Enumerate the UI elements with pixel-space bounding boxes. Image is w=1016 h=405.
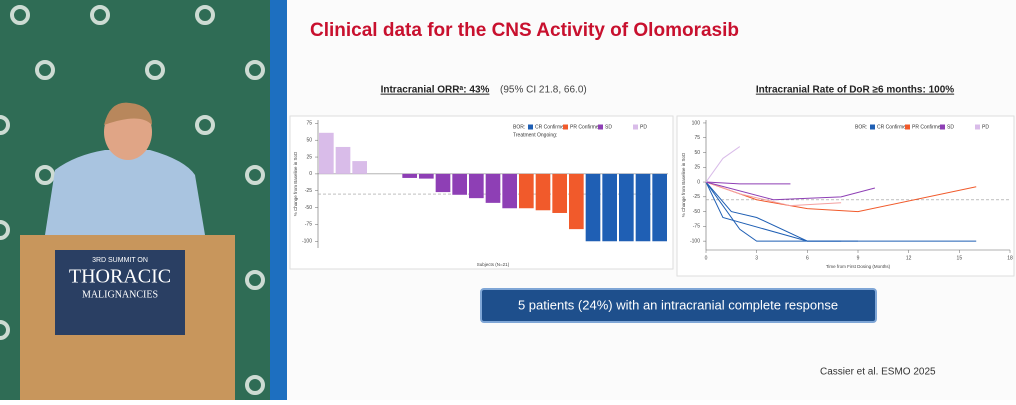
speaker-shirt [45,150,205,235]
series-line [705,181,842,207]
chart-title: Intracranial ORRᵃ: 43% [381,85,490,96]
citation: Cassier et al. ESMO 2025 [820,367,936,378]
bar [485,173,501,203]
divider-strip [270,0,287,400]
x-tick-label: 18 [1007,255,1013,261]
x-tick-label: 12 [906,255,912,261]
legend-label: SD [605,124,612,130]
bar [335,146,351,174]
legend-swatch [633,124,638,130]
bar [452,173,467,195]
y-axis-label: % Change from Baseline in SoD [293,151,298,216]
y-axis-label: % Change from Baseline in SoD [681,152,686,217]
y-tick-label: 50 [694,150,700,156]
y-tick-label: -75 [693,224,700,230]
y-tick-label: -25 [693,194,700,200]
podium-sign [55,250,185,335]
legend-label: PD [982,124,989,130]
bar [602,173,617,242]
legend-label: CR Confirmed [535,124,567,130]
y-tick-label: 100 [692,120,701,126]
bar [502,173,517,209]
callout-text: 5 patients (24%) with an intracranial co… [518,297,838,312]
bar [585,173,601,242]
chart-subtitle: (95% CI 21.8, 66.0) [500,85,587,96]
y-tick-label: 75 [306,121,312,127]
legend-label: SD [947,124,954,130]
legend-swatch [940,124,945,130]
x-tick-label: 6 [806,255,809,261]
bar [635,173,651,242]
x-tick-label: 3 [755,255,758,261]
y-tick-label: -100 [302,239,312,245]
bar [552,173,567,213]
series-line [705,181,791,185]
y-tick-label: 50 [306,138,312,144]
bar [402,173,417,178]
bar [435,173,451,193]
bar [652,173,667,242]
legend-swatch [870,124,875,130]
bar [619,173,634,242]
legend-swatch [598,124,603,130]
legend-swatch [528,124,533,130]
legend-title: BOR: [513,124,525,130]
y-tick-label: 25 [306,154,312,160]
y-tick-label: -100 [690,238,700,244]
legend-note: Treatment Ongoing: [513,132,557,138]
legend-swatch [975,124,980,130]
y-tick-label: -75 [305,222,312,228]
y-tick-label: -50 [305,205,312,211]
series-line [705,181,876,201]
y-tick-label: -25 [305,188,312,194]
speaker-hair [104,102,152,125]
legend-label: PR Confirmed [912,124,944,130]
x-axis-label: Subjects (N=21) [477,262,510,267]
legend-swatch [905,124,910,130]
podium-text: 3RD SUMMIT ON [92,257,148,264]
bar [569,173,584,230]
chart-title: Intracranial Rate of DoR ≥6 months: 100% [756,85,954,96]
legend-label: CR Confirmed [877,124,909,130]
bar [519,173,534,209]
y-tick-label: 75 [694,135,700,141]
podium-text: THORACIC [69,266,171,288]
y-tick-label: 0 [697,179,700,185]
podium-text: MALIGNANCIES [82,289,158,300]
legend-swatch [563,124,568,130]
x-axis-label: Time from First Dosing (Months) [826,264,891,269]
x-tick-label: 9 [857,255,860,261]
bar [535,173,551,211]
bar [352,161,367,174]
series-line [705,181,842,242]
legend-title: BOR: [855,124,867,130]
x-tick-label: 0 [705,255,708,261]
bar [469,173,484,199]
series-line [705,146,741,183]
x-tick-label: 15 [957,255,963,261]
bar [419,173,434,179]
legend-label: PD [640,124,647,130]
callout-box [480,288,877,323]
y-tick-label: 0 [309,171,312,177]
legend-label: PR Confirmed [570,124,602,130]
y-tick-label: -50 [693,209,700,215]
bar [319,132,334,174]
slide-title: Clinical data for the CNS Activity of Ol… [310,20,739,41]
y-tick-label: 25 [694,165,700,171]
backdrop-logos [0,5,265,395]
